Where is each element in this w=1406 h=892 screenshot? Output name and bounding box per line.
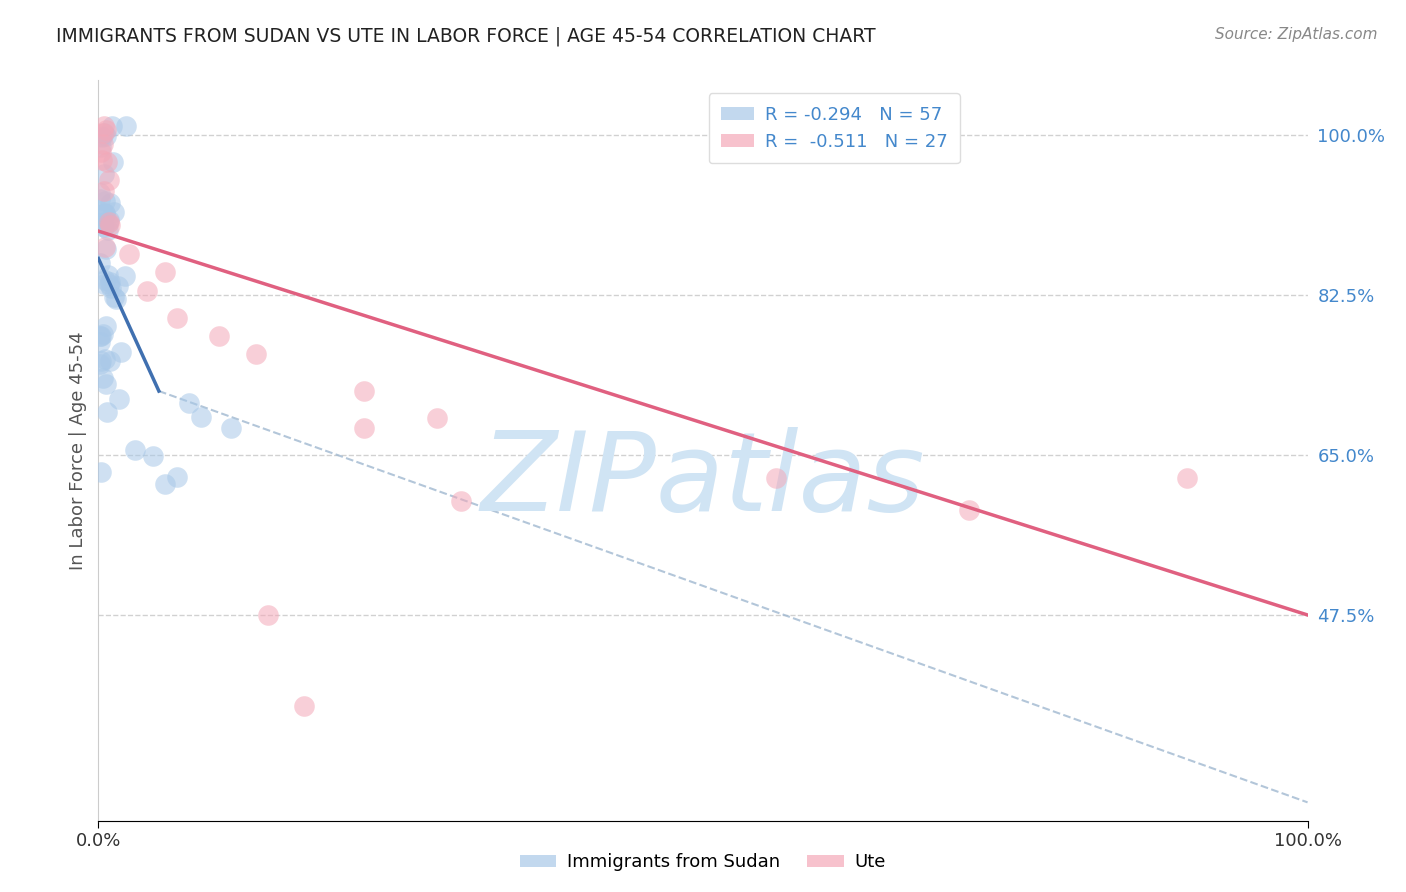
Point <box>96 222 118 236</box>
Point <box>1175 471 1198 485</box>
Y-axis label: In Labor Force | Age 45-54: In Labor Force | Age 45-54 <box>69 331 87 570</box>
Point <box>91 126 114 140</box>
Point <box>90 128 112 143</box>
Point <box>93 136 115 151</box>
Point <box>450 493 472 508</box>
Point <box>153 265 176 279</box>
Point <box>98 196 121 211</box>
Point <box>91 130 114 145</box>
Point <box>353 420 375 434</box>
Point <box>94 129 117 144</box>
Point <box>89 192 111 206</box>
Point <box>124 443 146 458</box>
Point <box>94 318 117 333</box>
Text: Source: ZipAtlas.com: Source: ZipAtlas.com <box>1215 27 1378 42</box>
Point <box>98 218 121 232</box>
Point <box>115 119 138 133</box>
Point <box>179 396 201 410</box>
Point <box>98 354 121 368</box>
Point <box>97 173 120 187</box>
Point <box>101 155 124 169</box>
Point <box>166 310 188 325</box>
Point <box>89 256 111 270</box>
Point <box>94 207 117 221</box>
Point <box>114 268 136 283</box>
Point <box>153 477 176 491</box>
Point <box>93 194 115 209</box>
Point <box>93 352 115 367</box>
Point <box>89 357 111 371</box>
Point <box>93 277 115 292</box>
Point <box>103 290 125 304</box>
Point <box>100 281 122 295</box>
Point <box>142 449 165 463</box>
Point <box>98 215 121 229</box>
Point <box>103 205 125 219</box>
Point <box>190 409 212 424</box>
Point <box>96 405 118 419</box>
Point <box>98 277 121 291</box>
Point <box>256 607 278 622</box>
Point <box>97 216 120 230</box>
Point <box>98 275 121 289</box>
Point <box>96 155 118 169</box>
Point <box>89 208 111 222</box>
Point <box>89 186 111 201</box>
Point <box>118 247 141 261</box>
Point <box>245 347 267 361</box>
Point <box>91 206 114 220</box>
Point <box>208 329 231 343</box>
Point <box>353 384 375 398</box>
Point <box>93 219 115 234</box>
Point <box>93 205 115 219</box>
Point <box>221 421 243 435</box>
Point <box>90 354 112 368</box>
Point <box>292 699 315 714</box>
Point <box>98 213 121 227</box>
Point <box>135 284 157 298</box>
Point <box>166 470 188 484</box>
Point <box>93 126 115 140</box>
Point <box>110 344 132 359</box>
Point <box>91 371 114 385</box>
Point <box>90 140 112 154</box>
Point <box>105 292 128 306</box>
Point <box>108 392 131 406</box>
Point <box>89 334 111 349</box>
Point <box>90 145 112 160</box>
Point <box>94 240 117 254</box>
Point <box>96 268 118 282</box>
Text: IMMIGRANTS FROM SUDAN VS UTE IN LABOR FORCE | AGE 45-54 CORRELATION CHART: IMMIGRANTS FROM SUDAN VS UTE IN LABOR FO… <box>56 27 876 46</box>
Text: ZIPatlas: ZIPatlas <box>481 426 925 533</box>
Legend: R = -0.294   N = 57, R =  -0.511   N = 27: R = -0.294 N = 57, R = -0.511 N = 27 <box>709 93 960 163</box>
Legend: Immigrants from Sudan, Ute: Immigrants from Sudan, Ute <box>513 847 893 879</box>
Point <box>107 279 129 293</box>
Point <box>90 465 112 479</box>
Point <box>93 167 115 181</box>
Point <box>957 503 980 517</box>
Point <box>94 273 117 287</box>
Point <box>94 377 117 392</box>
Point <box>426 411 449 425</box>
Point <box>89 329 111 343</box>
Point <box>89 216 111 230</box>
Point <box>94 242 117 256</box>
Point <box>94 123 117 137</box>
Point <box>765 471 787 485</box>
Point <box>90 329 112 343</box>
Point <box>91 327 114 342</box>
Point <box>93 120 115 134</box>
Point <box>101 119 124 133</box>
Point <box>91 153 114 167</box>
Point <box>93 184 115 198</box>
